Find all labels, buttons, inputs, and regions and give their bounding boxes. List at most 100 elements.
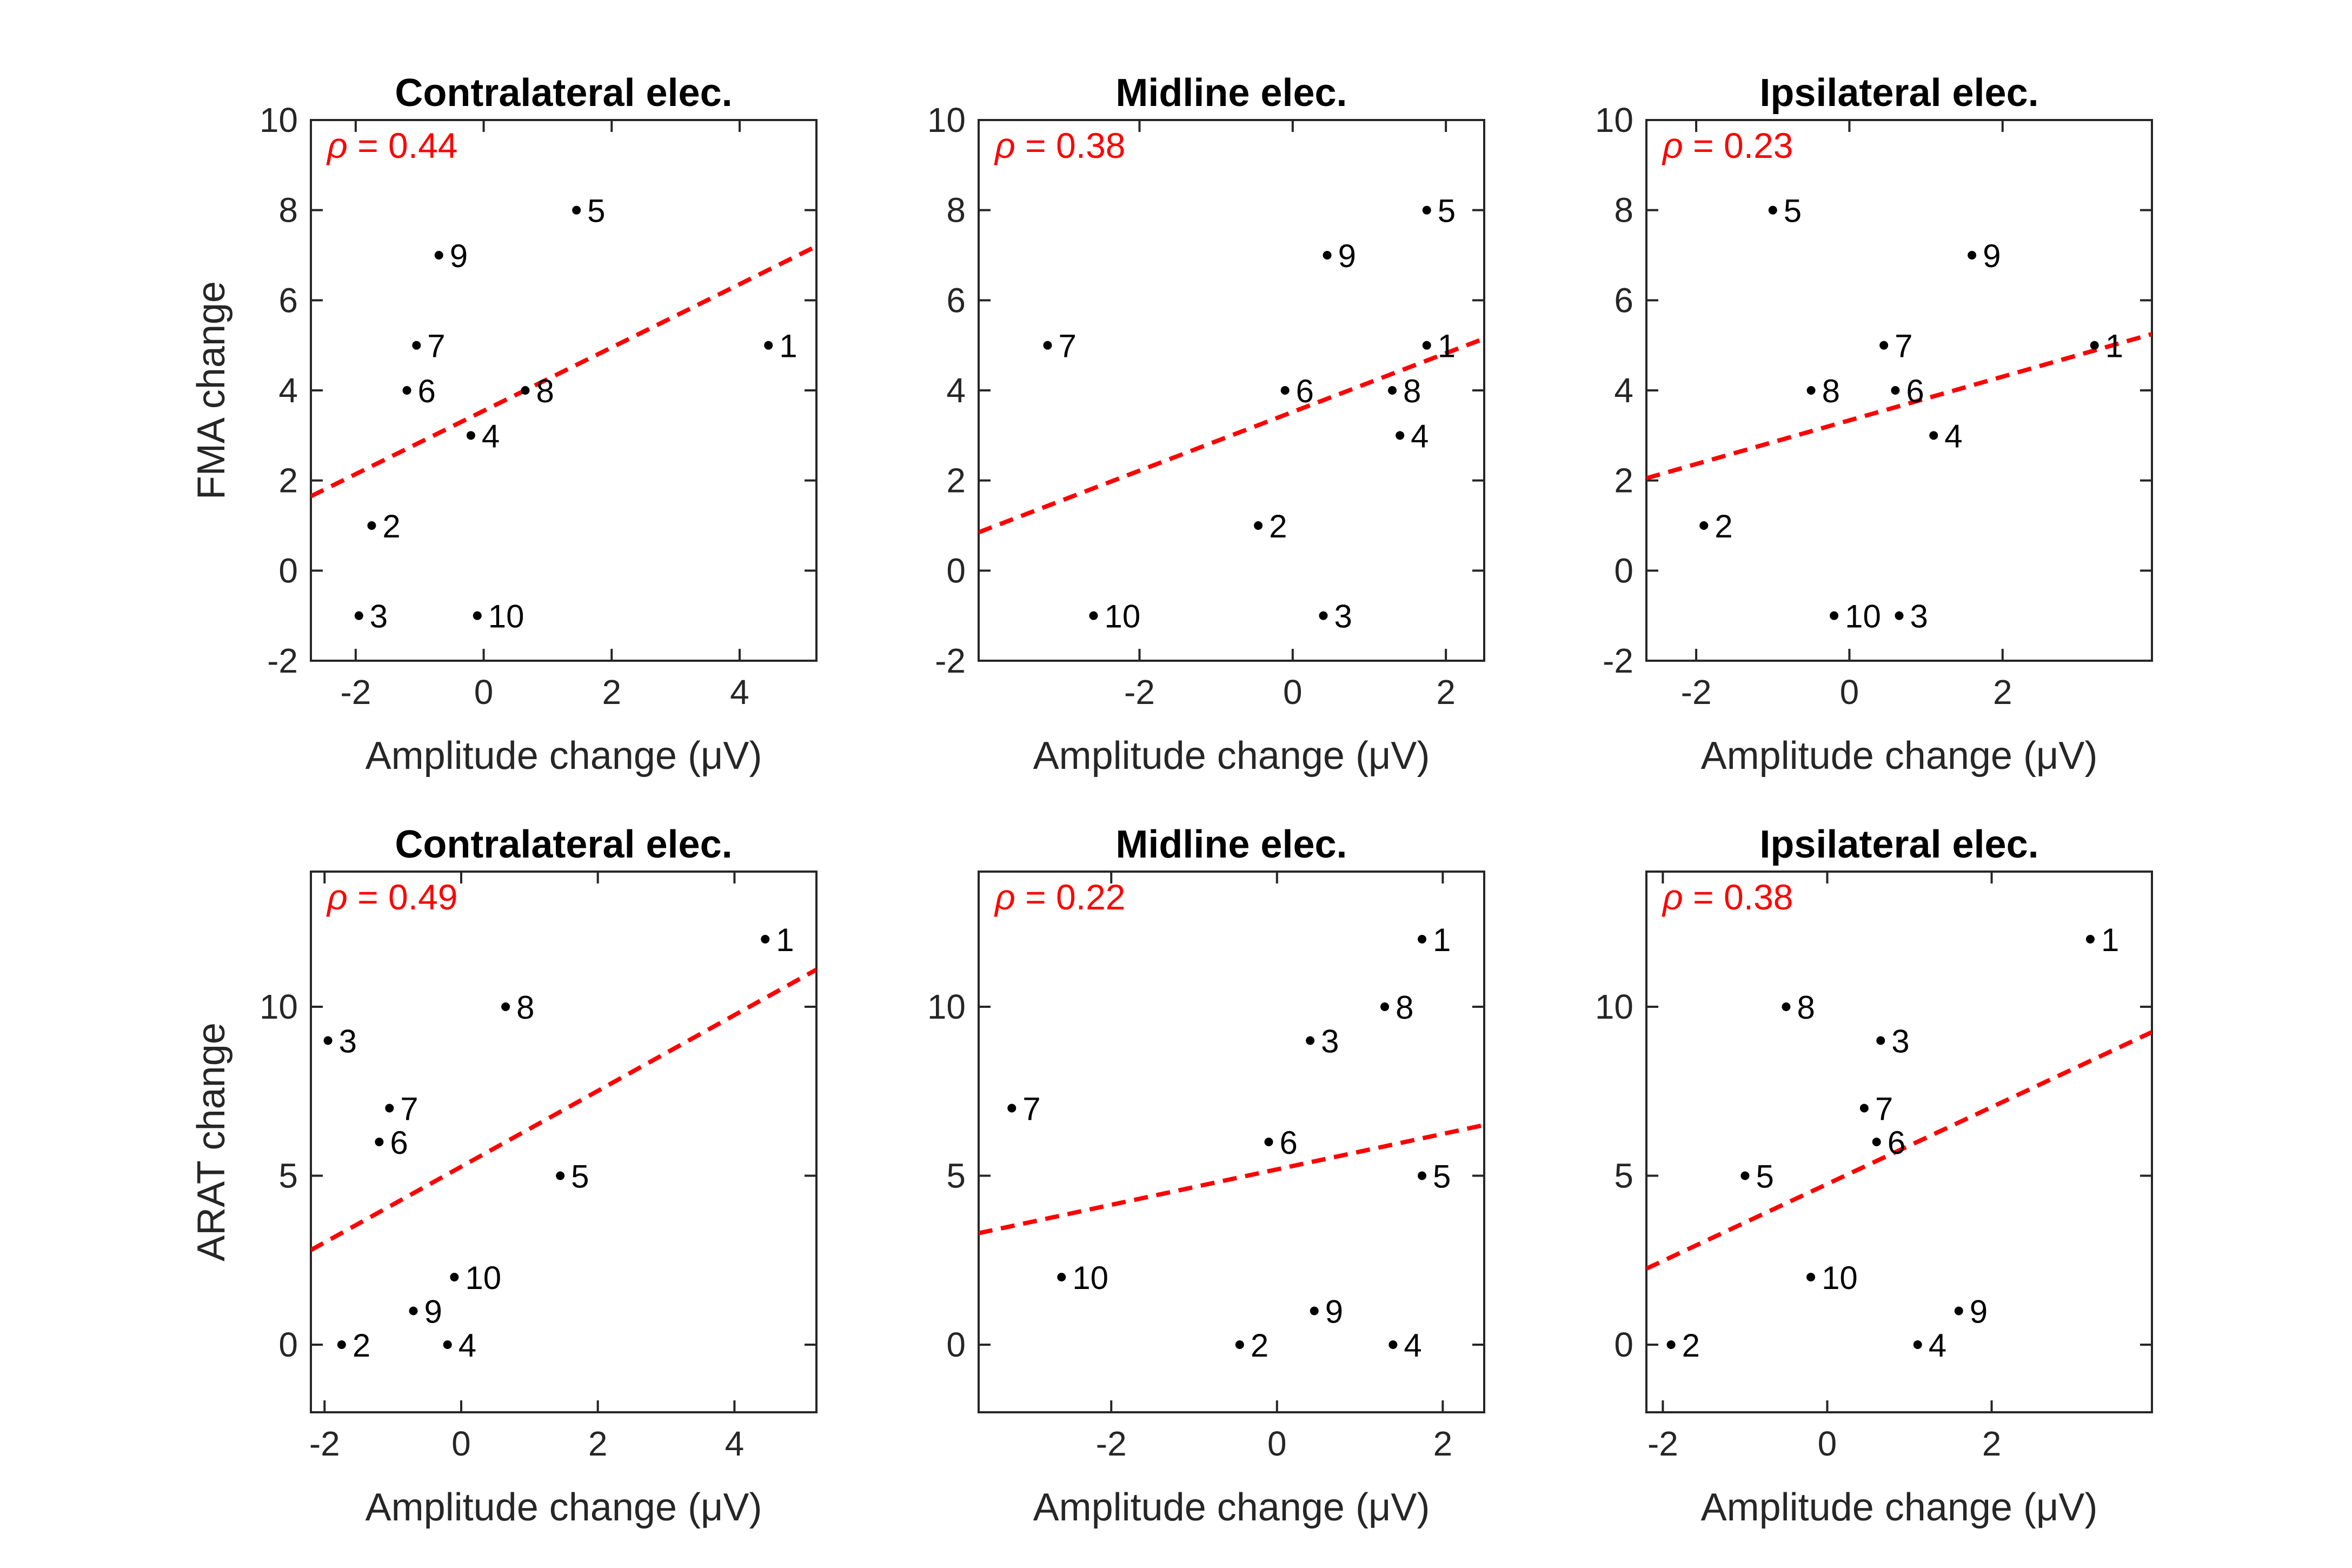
y-tick-label: 10 [260, 101, 298, 139]
y-tick-label: 5 [1614, 1157, 1633, 1195]
data-point-label: 7 [1059, 328, 1077, 364]
data-point-label: 6 [1279, 1125, 1297, 1161]
data-point-label: 3 [1891, 1024, 1909, 1060]
data-point-label: 3 [339, 1024, 357, 1060]
data-point-label: 3 [1334, 599, 1352, 635]
x-axis-label: Amplitude change (μV) [1701, 734, 2098, 778]
x-tick-label: 0 [1840, 673, 1859, 712]
data-point-label: 6 [1906, 373, 1924, 409]
data-point-label: 8 [516, 989, 534, 1026]
data-point-label: 4 [1944, 418, 1962, 454]
x-tick-label: 0 [474, 673, 494, 712]
data-point [473, 611, 482, 620]
x-tick-label: -2 [1647, 1424, 1678, 1463]
data-point [375, 1138, 384, 1146]
data-point [409, 1306, 418, 1315]
data-point-label: 9 [424, 1294, 442, 1330]
data-point-label: 8 [1822, 373, 1840, 409]
data-point-label: 10 [488, 599, 524, 635]
axes-box [310, 119, 818, 662]
data-point-label: 8 [1403, 373, 1421, 409]
x-tick-label: 0 [1267, 1424, 1287, 1463]
data-point-label: 1 [779, 328, 797, 364]
data-point [1891, 386, 1900, 395]
data-point [1007, 1104, 1016, 1113]
data-point [337, 1340, 346, 1349]
y-tick-label: 0 [1614, 551, 1633, 590]
rho-symbol: ρ [1662, 125, 1683, 165]
y-tick-label: 4 [278, 371, 298, 410]
data-point-label: 7 [427, 328, 445, 364]
trend-line [1646, 331, 2152, 481]
data-point-label: 10 [465, 1260, 501, 1296]
data-point [1264, 1138, 1273, 1146]
data-point [521, 386, 530, 395]
data-point [1254, 521, 1263, 530]
data-point-label: 8 [1797, 989, 1815, 1026]
data-point [434, 251, 443, 260]
data-point-label: 8 [1396, 989, 1413, 1026]
y-tick-label: 10 [1595, 987, 1633, 1026]
rho-symbol: ρ [994, 125, 1015, 165]
data-point-label: 9 [1338, 238, 1356, 274]
y-tick-label: 8 [1614, 191, 1633, 230]
data-point [1740, 1171, 1750, 1180]
data-point-label: 2 [1715, 508, 1732, 544]
rho-equals: = [348, 877, 388, 917]
data-point [1895, 611, 1904, 620]
x-tick-label: 4 [730, 673, 749, 712]
data-point [450, 1273, 459, 1281]
rho-annotation: ρ = 0.22 [994, 877, 1126, 917]
data-point-label: 6 [390, 1125, 408, 1161]
data-point [1310, 1306, 1319, 1315]
data-point-label: 5 [571, 1159, 589, 1195]
rho-annotation: ρ = 0.38 [994, 125, 1126, 165]
data-point [1418, 935, 1427, 944]
data-point-label: 5 [1756, 1159, 1773, 1195]
data-point [367, 521, 376, 530]
y-tick-label: 8 [946, 191, 966, 230]
data-point-label: 9 [450, 238, 468, 274]
x-tick-label: -2 [340, 673, 371, 712]
data-point [1929, 431, 1938, 440]
trend-line [979, 1122, 1484, 1235]
y-tick-label: 5 [278, 1157, 298, 1195]
trend-line [1646, 1030, 2152, 1271]
data-point-label: 5 [587, 193, 605, 229]
data-point-label: 1 [776, 922, 794, 958]
rho-annotation: ρ = 0.49 [326, 877, 458, 917]
data-point-label: 7 [400, 1091, 418, 1127]
data-point [2085, 935, 2095, 944]
y-tick-label: 10 [260, 987, 298, 1026]
x-tick-label: 4 [725, 1424, 745, 1463]
rho-symbol: ρ [326, 125, 348, 165]
y-tick-label: 0 [1614, 1325, 1633, 1364]
data-point [385, 1104, 394, 1113]
data-point-label: 4 [1404, 1327, 1421, 1364]
rho-annotation: ρ = 0.23 [1662, 125, 1793, 165]
data-point [1323, 251, 1332, 260]
axes-box [1645, 871, 2153, 1413]
data-point-label: 4 [1411, 418, 1429, 454]
rho-symbol: ρ [1662, 877, 1683, 917]
data-point [1057, 1273, 1066, 1281]
data-point [2090, 341, 2099, 350]
data-point-label: 1 [2101, 922, 2119, 958]
data-point [354, 611, 363, 620]
data-point [1806, 386, 1816, 395]
rho-annotation: ρ = 0.44 [326, 125, 458, 165]
data-point [1319, 611, 1328, 620]
data-point-label: 2 [382, 508, 400, 544]
x-axis-label: Amplitude change (μV) [1033, 1486, 1430, 1529]
data-point-label: 9 [1325, 1294, 1343, 1330]
y-tick-label: 6 [1614, 281, 1633, 320]
panel-title: Ipsilateral elec. [1759, 823, 2038, 866]
data-point-label: 5 [1433, 1159, 1451, 1195]
x-tick-label: 0 [1283, 673, 1303, 712]
panel-4: -2 0 2 4 0 5 10 Contralateral elec. Amplitude ch… [190, 823, 818, 1529]
data-point [1418, 1171, 1427, 1180]
rho-value: 0.44 [388, 125, 457, 165]
data-point [1422, 205, 1431, 215]
rho-symbol: ρ [994, 877, 1015, 917]
data-point [1089, 611, 1098, 620]
